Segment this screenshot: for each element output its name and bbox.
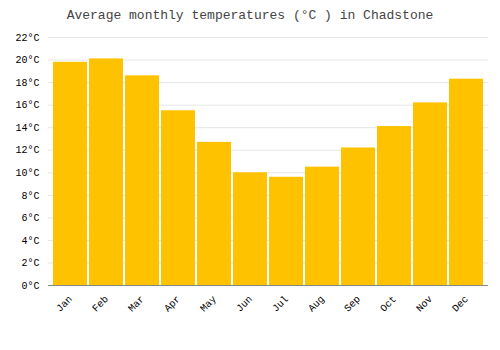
svg-text:Jul: Jul [270,294,291,315]
svg-text:Aug: Aug [306,294,327,315]
svg-text:14°C: 14°C [15,123,39,134]
svg-text:Feb: Feb [90,294,111,315]
svg-text:Jan: Jan [54,294,75,315]
svg-text:0°C: 0°C [21,281,39,292]
svg-text:Apr: Apr [162,294,183,315]
svg-text:16°C: 16°C [15,100,39,111]
svg-text:Dec: Dec [450,294,471,315]
svg-text:Nov: Nov [414,294,435,315]
svg-text:6°C: 6°C [21,213,39,224]
svg-text:8°C: 8°C [21,191,39,202]
html-text:Average monthly temperatures (: Average monthly temperatures (°C ) in Ch… [66,8,434,23]
svg-text:May: May [198,294,219,315]
svg-text:Sep: Sep [342,294,363,315]
svg-text:2°C: 2°C [21,258,39,269]
svg-text:4°C: 4°C [21,236,39,247]
svg-text:Mar: Mar [126,294,147,315]
svg-text:Jun: Jun [234,294,255,315]
svg-text:Oct: Oct [378,294,399,315]
svg-text:20°C: 20°C [15,55,39,66]
svg-text:22°C: 22°C [15,33,39,44]
svg-text:10°C: 10°C [15,168,39,179]
svg-text:12°C: 12°C [15,145,39,156]
svg-text:18°C: 18°C [15,78,39,89]
